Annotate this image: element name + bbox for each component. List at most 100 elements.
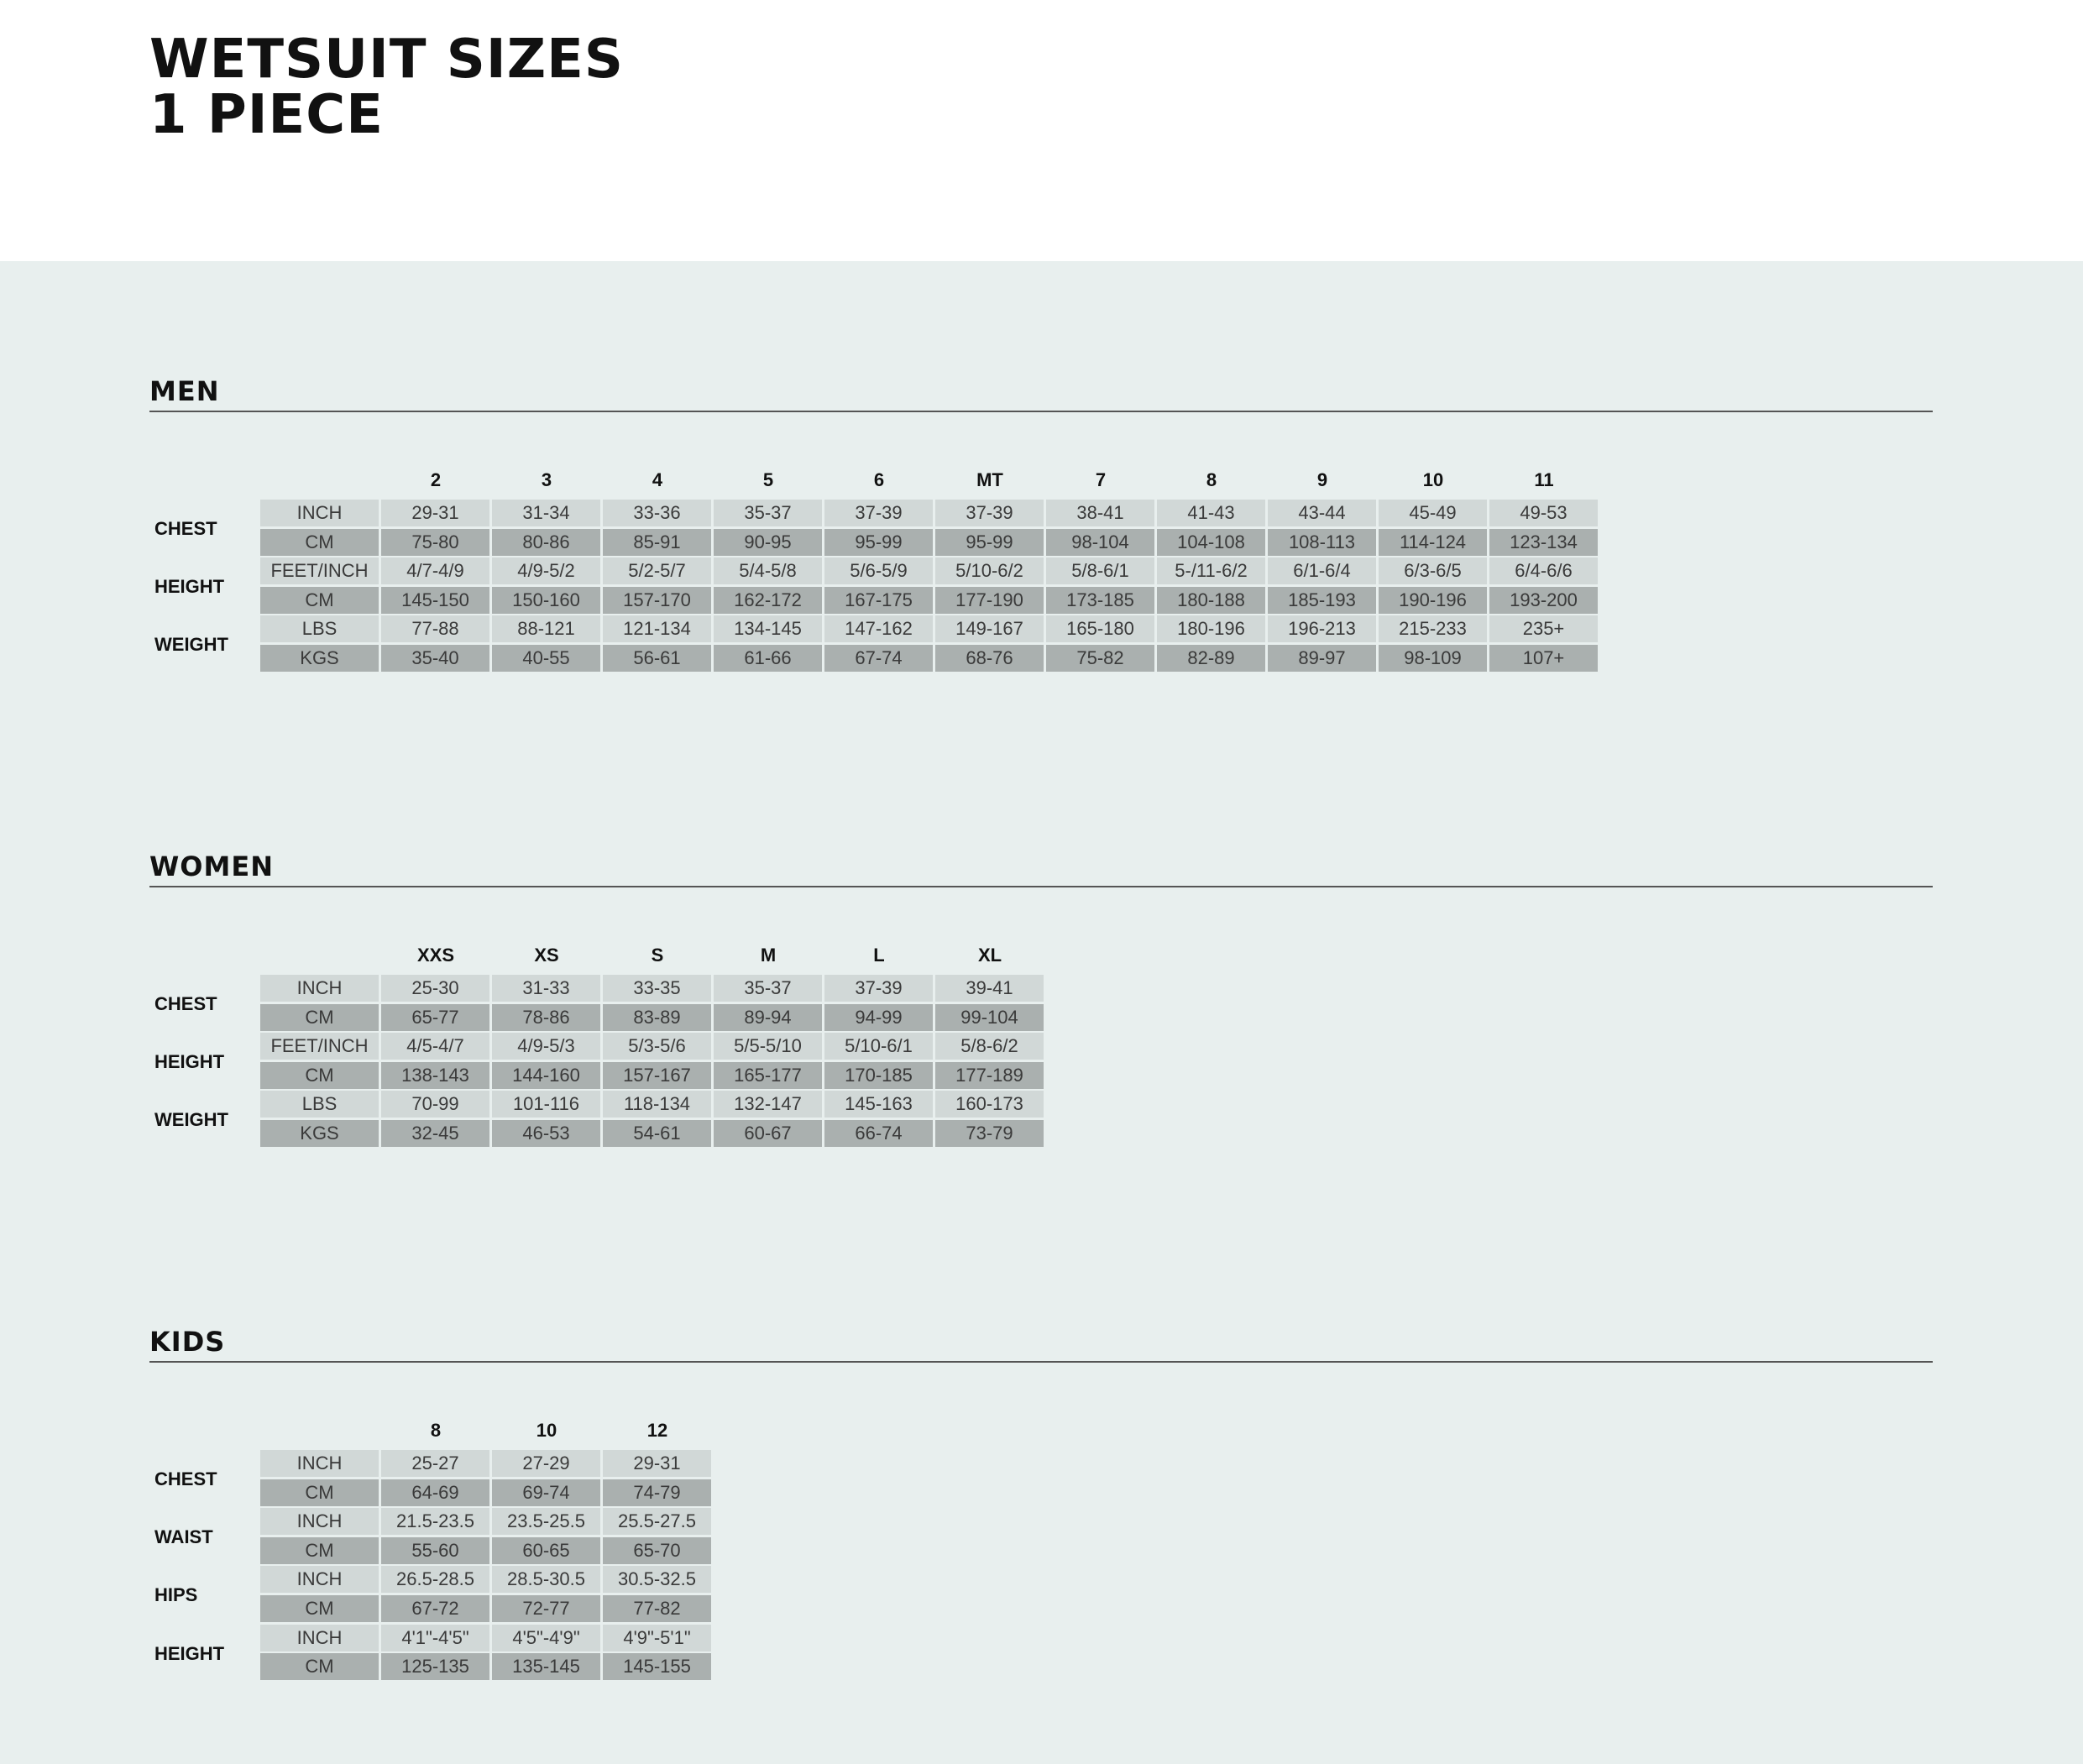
value-cell: 37-39 (824, 500, 933, 526)
value-cell: 6/4-6/6 (1489, 557, 1598, 585)
value-cell: 27-29 (492, 1450, 600, 1477)
size-header: 12 (646, 1420, 668, 1441)
value-cell: 45-49 (1379, 500, 1487, 526)
value-cell: 180-188 (1157, 586, 1265, 614)
value-cell: 69-74 (492, 1479, 600, 1506)
value-cell: 5/10-6/1 (824, 1033, 933, 1060)
value-cell: 95-99 (824, 528, 933, 556)
size-header: 10 (536, 1420, 557, 1441)
group-label: CHEST (154, 993, 217, 1014)
section-divider (149, 1361, 1933, 1363)
table-row: KGS 32-45 46-53 54-61 60-67 66-74 73-79 (260, 1120, 1044, 1147)
size-header: 10 (1422, 469, 1444, 490)
unit-cell: KGS (260, 645, 379, 672)
value-cell: 215-233 (1379, 615, 1487, 643)
value-cell: 162-172 (714, 586, 822, 614)
group-label: WEIGHT (154, 634, 228, 656)
unit-cell: CM (260, 586, 379, 614)
unit-cell: CM (260, 1595, 379, 1622)
value-cell: 167-175 (824, 586, 933, 614)
table-row: CM 55-60 60-65 65-70 (260, 1536, 711, 1564)
group-label: CHEST (154, 1468, 217, 1489)
value-cell: 101-116 (492, 1091, 600, 1118)
size-header: L (873, 945, 885, 966)
value-cell: 144-160 (492, 1061, 600, 1089)
value-cell: 150-160 (492, 586, 600, 614)
value-cell: 107+ (1489, 645, 1598, 672)
value-cell: 33-35 (603, 975, 711, 1002)
value-cell: 35-37 (714, 500, 822, 526)
value-cell: 177-190 (935, 586, 1044, 614)
table-row: INCH 25-30 31-33 33-35 35-37 37-39 39-41 (260, 975, 1044, 1002)
size-header: 3 (541, 469, 552, 490)
value-cell: 135-145 (492, 1653, 600, 1681)
value-cell: 114-124 (1379, 528, 1487, 556)
value-cell: 145-155 (603, 1653, 711, 1681)
table-row: CM 75-80 80-86 85-91 90-95 95-99 95-99 98-104 10… (260, 528, 1598, 556)
size-header: 5 (762, 469, 774, 490)
value-cell: 95-99 (935, 528, 1044, 556)
value-cell: 5-/11-6/2 (1157, 557, 1265, 585)
value-cell: 165-180 (1046, 615, 1154, 643)
unit-cell: CM (260, 528, 379, 556)
unit-cell: INCH (260, 1566, 379, 1594)
value-cell: 134-145 (714, 615, 822, 643)
value-cell: 4'9"-5'1" (603, 1624, 711, 1651)
table-row: INCH 25-27 27-29 29-31 (260, 1450, 711, 1477)
group-label: HEIGHT (154, 576, 225, 598)
size-header: 4 (652, 469, 663, 490)
value-cell: 46-53 (492, 1120, 600, 1147)
value-cell: 60-65 (492, 1536, 600, 1564)
value-cell: 196-213 (1268, 615, 1376, 643)
unit-cell: KGS (260, 1120, 379, 1147)
unit-cell: LBS (260, 615, 379, 643)
value-cell: 77-82 (603, 1595, 711, 1622)
value-cell: 6/1-6/4 (1268, 557, 1376, 585)
size-header: 2 (430, 469, 442, 490)
value-cell: 190-196 (1379, 586, 1487, 614)
table-row: INCH 21.5-23.5 23.5-25.5 25.5-27.5 (260, 1508, 711, 1536)
value-cell: 99-104 (935, 1003, 1044, 1031)
table-row: FEET/INCH 4/5-4/7 4/9-5/3 5/3-5/6 5/5-5/10 5/… (260, 1033, 1044, 1060)
value-cell: 35-37 (714, 975, 822, 1002)
value-cell: 56-61 (603, 645, 711, 672)
table-row: CM 64-69 69-74 74-79 (260, 1479, 711, 1506)
value-cell: 68-76 (935, 645, 1044, 672)
size-header: 9 (1316, 469, 1328, 490)
unit-cell: INCH (260, 500, 379, 526)
value-cell: 37-39 (935, 500, 1044, 526)
unit-cell: CM (260, 1061, 379, 1089)
value-cell: 85-91 (603, 528, 711, 556)
table-row: LBS 70-99 101-116 118-134 132-147 145-163 160-… (260, 1091, 1044, 1118)
table-row: CM 138-143 144-160 157-167 165-177 170-185 177… (260, 1061, 1044, 1089)
unit-cell: LBS (260, 1091, 379, 1118)
size-header: S (651, 945, 664, 966)
section-kids: KIDS 8 10 12 CHEST INCH 25-27 27-29 29-31 CM 64-69… (149, 1326, 1933, 1681)
unit-cell: CM (260, 1003, 379, 1031)
value-cell: 26.5-28.5 (381, 1566, 489, 1594)
section-men: MEN 2 3 4 5 6 MT 7 8 9 10 11 CHEST INCH 29-31 31-34 33-3… (149, 375, 1933, 672)
value-cell: 185-193 (1268, 586, 1376, 614)
value-cell: 6/3-6/5 (1379, 557, 1487, 585)
value-cell: 25-30 (381, 975, 489, 1002)
value-cell: 89-94 (714, 1003, 822, 1031)
value-cell: 35-40 (381, 645, 489, 672)
table-row: INCH 26.5-28.5 28.5-30.5 30.5-32.5 (260, 1566, 711, 1594)
value-cell: 165-177 (714, 1061, 822, 1089)
unit-cell: INCH (260, 1624, 379, 1651)
value-cell: 89-97 (1268, 645, 1376, 672)
page-title: WETSUIT SIZES 1 PIECE (149, 32, 624, 143)
value-cell: 43-44 (1268, 500, 1376, 526)
value-cell: 4/9-5/3 (492, 1033, 600, 1060)
value-cell: 170-185 (824, 1061, 933, 1089)
group-label: HEIGHT (154, 1642, 225, 1664)
value-cell: 31-34 (492, 500, 600, 526)
value-cell: 4'5"-4'9" (492, 1624, 600, 1651)
section-women: WOMEN XXS XS S M L XL CHEST INCH 25-30 31-33 33-35 3… (149, 851, 1933, 1147)
value-cell: 38-41 (1046, 500, 1154, 526)
value-cell: 123-134 (1489, 528, 1598, 556)
value-cell: 75-82 (1046, 645, 1154, 672)
unit-cell: INCH (260, 975, 379, 1002)
value-cell: 21.5-23.5 (381, 1508, 489, 1536)
value-cell: 77-88 (381, 615, 489, 643)
